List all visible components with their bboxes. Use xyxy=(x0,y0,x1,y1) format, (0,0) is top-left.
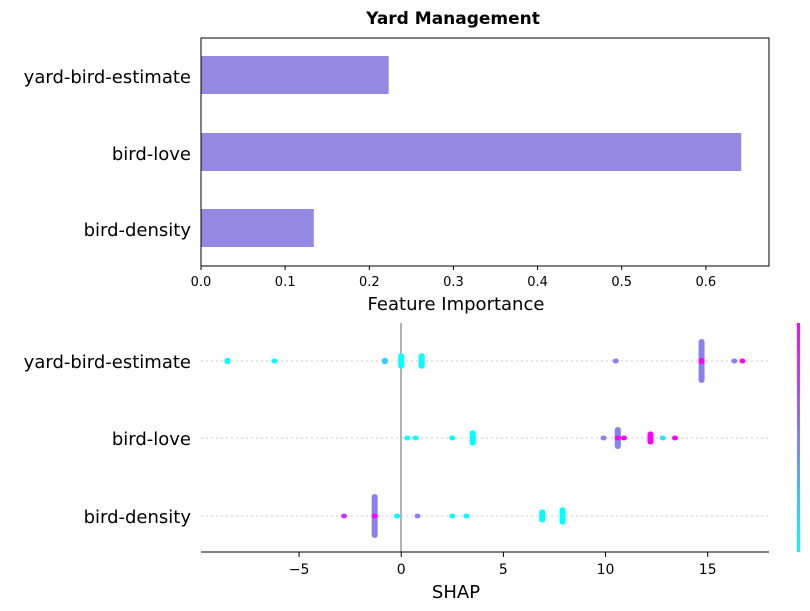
bar-plot-frame xyxy=(200,37,770,267)
bar-x-tick-label: 0.5 xyxy=(611,275,632,290)
shap-point-bird-love xyxy=(672,435,679,441)
chart-title: Yard Management xyxy=(365,9,540,29)
bar-chart xyxy=(201,56,742,247)
shap-x-tick-label: −5 xyxy=(289,562,310,578)
shap-feature-label-bird-density: bird-density xyxy=(84,507,192,528)
shap-point-bird-love xyxy=(449,435,456,441)
bar-category-label-bird-love: bird-love xyxy=(112,144,191,165)
shap-x-tick-label: 0 xyxy=(397,562,406,578)
shap-point-yard-bird-estimate xyxy=(698,357,705,365)
shap-point-yard-bird-estimate xyxy=(381,357,388,365)
shap-point-yard-bird-estimate xyxy=(418,353,425,369)
shap-point-bird-density xyxy=(371,513,378,519)
shap-point-bird-density xyxy=(463,513,470,519)
bar-x-tick-label: 0.6 xyxy=(696,275,717,290)
bar-x-axis-ticks: 0.0 0.1 0.2 0.3 0.4 0.5 0.6 xyxy=(191,266,717,290)
bar-x-tick-label: 0.3 xyxy=(443,275,464,290)
bar-x-tick-label: 0.2 xyxy=(359,275,380,290)
shap-point-yard-bird-estimate xyxy=(398,353,405,369)
shap-x-tick-label: 10 xyxy=(597,562,615,578)
shap-point-bird-density xyxy=(414,513,421,519)
shap-point-bird-love xyxy=(647,431,654,445)
shap-point-yard-bird-estimate xyxy=(224,357,231,365)
bar-category-label-yard-bird-estimate: yard-bird-estimate xyxy=(24,67,191,88)
shap-point-bird-love xyxy=(412,435,419,441)
bar-x-tick-label: 0.0 xyxy=(191,275,212,290)
shap-x-axis-ticks: −5 0 5 10 15 xyxy=(289,552,717,578)
shap-point-bird-love xyxy=(620,435,627,441)
shap-x-tick-label: 5 xyxy=(499,562,508,578)
shap-point-bird-density xyxy=(394,513,401,519)
bar-x-tick-label: 0.1 xyxy=(275,275,296,290)
shap-point-bird-density xyxy=(449,513,456,519)
shap-point-bird-love xyxy=(600,435,607,441)
shap-point-yard-bird-estimate xyxy=(739,358,746,364)
shap-point-bird-love xyxy=(659,435,666,441)
bar-yard-bird-estimate xyxy=(201,56,389,94)
bar-category-label-bird-density: bird-density xyxy=(84,220,192,241)
shap-x-axis-title: SHAP xyxy=(432,582,480,603)
shap-point-bird-density xyxy=(559,507,566,525)
shap-x-tick-label: 15 xyxy=(699,562,717,578)
shap-point-bird-love xyxy=(469,430,476,446)
shap-feature-label-bird-love: bird-love xyxy=(112,429,191,450)
shap-point-bird-density xyxy=(539,509,546,523)
shap-point-yard-bird-estimate xyxy=(731,358,738,364)
bar-bird-density xyxy=(201,209,314,247)
bar-bird-love xyxy=(201,133,742,171)
shap-point-yard-bird-estimate xyxy=(271,358,278,364)
shap-row-guides xyxy=(201,360,769,517)
shap-colorbar xyxy=(797,323,800,552)
shap-point-bird-love xyxy=(614,435,621,441)
shap-point-bird-density xyxy=(341,513,348,519)
bar-x-tick-label: 0.4 xyxy=(527,275,548,290)
shap-feature-label-yard-bird-estimate: yard-bird-estimate xyxy=(24,352,191,373)
shap-point-yard-bird-estimate xyxy=(612,358,619,364)
shap-scatter xyxy=(224,339,746,538)
shap-point-bird-love xyxy=(404,435,411,441)
bar-x-axis-title: Feature Importance xyxy=(368,294,545,315)
